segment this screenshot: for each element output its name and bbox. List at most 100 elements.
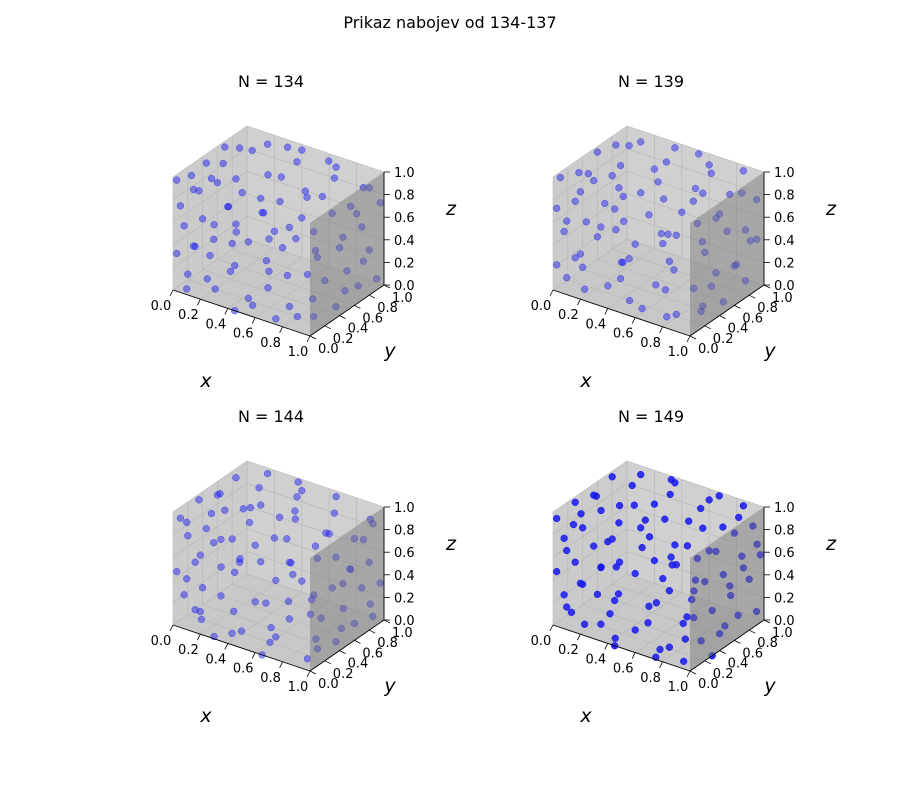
subplot-4-gridline — [552, 483, 628, 535]
subplot-4-point — [705, 496, 713, 504]
subplot-4-point — [719, 523, 727, 531]
subplot-3-point — [230, 607, 238, 615]
subplot-1-z-tick-label: 0.8 — [394, 189, 415, 204]
subplot-4-point — [578, 524, 587, 532]
subplot-2-point — [553, 204, 561, 212]
subplot-1-point — [257, 194, 265, 203]
subplot-3-x-tick-label: 0.6 — [233, 662, 254, 677]
subplot-1-gridline — [200, 247, 275, 300]
subplot-1-x-tick — [251, 317, 256, 324]
subplot-4-point — [681, 635, 689, 643]
subplot-4-point — [571, 498, 579, 506]
subplot-3-point — [196, 551, 205, 559]
subplot-1-point — [184, 270, 192, 278]
subplot-4-point — [604, 538, 612, 546]
subplot-2-point — [575, 169, 583, 177]
subplot-1-point — [202, 159, 210, 167]
subplot-1-y-tick-label: 0.8 — [377, 301, 398, 316]
subplot-3-point — [322, 529, 330, 537]
subplot-4-point — [683, 542, 692, 550]
subplot-4-point — [715, 492, 723, 500]
subplot-4-point — [699, 524, 707, 532]
subplot-3-y-tick-label: 0.4 — [348, 657, 369, 672]
subplot-2-cube-face-right — [690, 172, 764, 336]
subplot-1-point — [332, 163, 340, 171]
subplot-4-x-tick-label: 0.2 — [558, 643, 579, 658]
subplot-2-axes-lines — [552, 172, 765, 337]
subplot-4-point — [560, 591, 568, 599]
subplot-2-gridline — [552, 216, 628, 268]
subplot-1-gridline — [172, 193, 248, 246]
subplot-3-point — [197, 615, 206, 624]
subplot-4-point — [580, 620, 589, 628]
subplot-2-point — [638, 304, 646, 313]
subplot-2-z-tick-label: 1.0 — [774, 166, 795, 181]
subplot-3-title: N = 144 — [238, 407, 304, 426]
subplot-3-cube-face-top — [173, 461, 384, 558]
subplot-4-point — [611, 596, 619, 605]
subplot-2-point — [660, 195, 668, 203]
subplot-3-point — [289, 570, 297, 579]
subplot-2-point — [616, 161, 625, 170]
subplot-4: N = 149 0.0 0.2 0.4 0.6 0.8 1.0 0.0 0.2 0.4 0.6 0.8… — [495, 400, 837, 730]
subplot-3-point — [231, 568, 239, 576]
subplot-1-gridline — [246, 148, 385, 195]
subplot-2-z-tick-label: 0.2 — [774, 256, 795, 271]
subplot-4-point — [671, 541, 679, 549]
subplot-4-point — [612, 563, 620, 571]
subplot-4-point — [667, 476, 675, 484]
subplot-3-point — [267, 623, 275, 632]
subplot-3-cube-face-back-2 — [173, 461, 247, 625]
subplot-3-gridline — [172, 528, 248, 581]
subplot-1-x-tick-label: 0.6 — [233, 327, 254, 342]
subplot-3-x-tick — [169, 624, 174, 632]
subplot-3-x-label: x — [199, 705, 212, 727]
subplot-1-y-axis-line — [309, 284, 385, 337]
subplot-3-point — [285, 615, 294, 623]
subplot-3-z-tick-label: 0.4 — [394, 569, 415, 584]
subplot-4-point — [597, 563, 605, 572]
subplot-4-y-tick-label: 0.8 — [757, 636, 778, 651]
subplot-1-point — [258, 208, 266, 217]
subplot-3-gridline — [187, 614, 325, 662]
subplot-1-point — [293, 158, 301, 166]
subplot-2-gridline — [580, 247, 655, 300]
subplot-1-point — [272, 315, 280, 323]
subplot-1-point — [173, 249, 181, 258]
subplot-3-point — [232, 474, 240, 482]
subplot-2-gridline — [552, 148, 628, 200]
subplot-1-gridline — [172, 238, 248, 291]
subplot-1-point — [231, 261, 239, 270]
subplot-2-point — [597, 223, 605, 231]
subplot-1-point — [244, 294, 253, 303]
subplot-3-y-axis-line — [309, 619, 385, 672]
subplot-3-x-axis-line — [172, 624, 311, 672]
subplot-2-point — [637, 138, 645, 146]
subplot-2-z-label: z — [825, 198, 837, 220]
subplot-3-y-tick — [354, 640, 361, 644]
subplot-3-point — [217, 592, 225, 600]
subplot-1-point — [265, 235, 273, 243]
subplot-4-point — [569, 520, 578, 529]
subplot-3-point — [263, 469, 272, 478]
subplot-3-point — [195, 496, 203, 504]
subplot-2-cube-face-back-2 — [553, 126, 627, 290]
subplot-4-point — [685, 517, 693, 525]
subplot-2-point — [560, 227, 568, 236]
subplot-4-y-tick — [704, 660, 711, 665]
subplot-4-point — [567, 608, 576, 616]
subplot-3-z-label: z — [445, 533, 457, 555]
subplot-2-point — [553, 261, 561, 269]
subplot-4-point — [672, 561, 680, 569]
subplot-2-point — [601, 199, 609, 208]
subplot-3-y-tick-label: 1.0 — [392, 626, 413, 641]
subplot-2-point — [654, 178, 662, 186]
subplot-4-y-axis-line — [689, 619, 765, 672]
subplot-2-y-tick-label: 0.8 — [757, 301, 778, 316]
subplot-1-point — [298, 214, 306, 222]
subplot-2-x-tick-label: 0.2 — [558, 308, 579, 323]
subplot-3-point — [272, 576, 280, 585]
subplot-1-gridline — [187, 279, 325, 327]
